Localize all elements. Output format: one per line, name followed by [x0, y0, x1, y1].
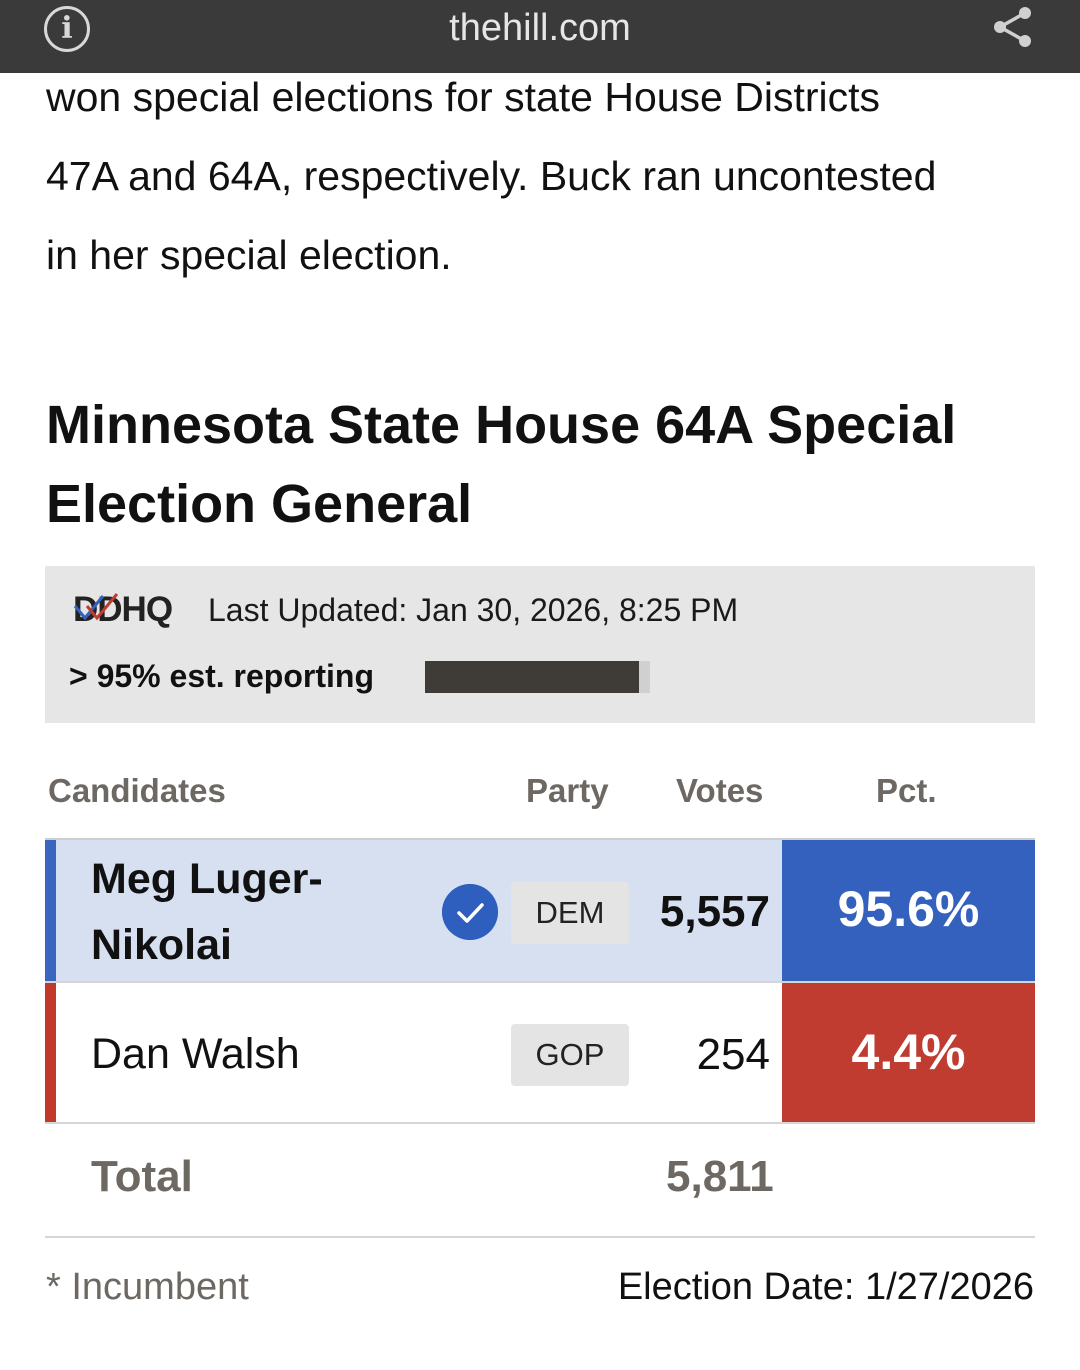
article-line: won special elections for state House Di…: [46, 74, 881, 120]
last-updated: Last Updated: Jan 30, 2026, 8:25 PM: [208, 592, 739, 628]
article-line: 47A and 64A, respectively. Buck ran unco…: [46, 153, 937, 199]
ddhq-logo: DDHQ: [73, 590, 173, 630]
article-paragraph: won special elections for state House Di…: [46, 58, 1036, 295]
share-icon[interactable]: [990, 4, 1036, 50]
incumbent-note: * Incumbent: [46, 1266, 249, 1308]
vote-percentage: 95.6%: [782, 840, 1035, 981]
header-party: Party: [526, 772, 609, 809]
ddhq-checkmark-icon: [73, 593, 119, 621]
browser-top-bar: i thehill.com: [0, 0, 1080, 73]
candidate-name: Meg Luger-Nikolai: [91, 855, 323, 969]
total-votes: 5,811: [666, 1152, 774, 1201]
vote-count: 254: [696, 1030, 770, 1079]
reporting-progress-fill: [425, 661, 639, 693]
status-box: DDHQ Last Updated: Jan 30, 2026, 8:25 PM…: [45, 566, 1035, 723]
party-badge: DEM: [511, 882, 629, 944]
candidate-row: Meg Luger-Nikolai DEM 5,557 95.6%: [45, 838, 1035, 981]
site-domain[interactable]: thehill.com: [449, 7, 631, 49]
article-line: in her special election.: [46, 232, 452, 278]
candidate-row: Dan Walsh GOP 254 4.4%: [45, 981, 1035, 1124]
party-badge: GOP: [511, 1024, 629, 1086]
info-icon[interactable]: i: [44, 6, 90, 52]
party-color-stripe: [45, 840, 56, 981]
reporting-progress-bar: [425, 661, 650, 693]
divider: [45, 1236, 1035, 1238]
header-votes: Votes: [676, 772, 764, 809]
vote-count: 5,557: [659, 887, 770, 936]
vote-percentage: 4.4%: [782, 983, 1035, 1122]
party-color-stripe: [45, 983, 56, 1122]
header-candidates: Candidates: [48, 772, 226, 809]
election-date: Election Date: 1/27/2026: [617, 1266, 1034, 1308]
total-label: Total: [91, 1152, 193, 1201]
candidate-name: Dan Walsh: [91, 1030, 300, 1078]
winner-check-icon: [442, 884, 498, 940]
race-title: Minnesota State House 64A Special Electi…: [46, 395, 957, 534]
reporting-label: > 95% est. reporting: [69, 658, 374, 694]
header-pct: Pct.: [876, 772, 937, 809]
